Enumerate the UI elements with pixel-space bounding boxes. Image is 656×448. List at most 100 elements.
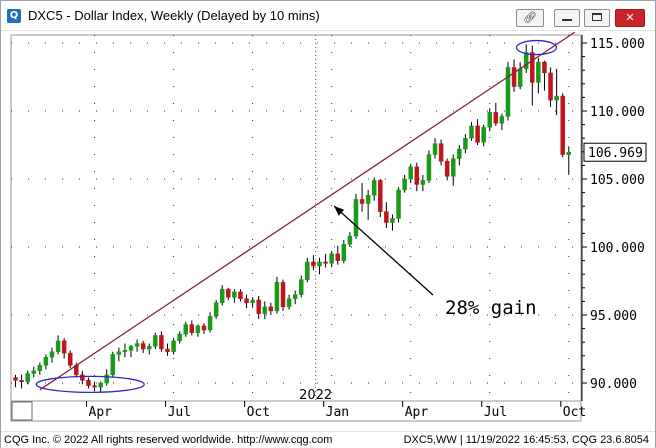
price-chart[interactable]: 115.000 110.000 105.000 100.000 95.000 90.000… <box>1 1 655 431</box>
copyright-text: CQG Inc. © 2022 All rights reserved worl… <box>4 434 333 446</box>
candle-body <box>378 180 383 212</box>
x-tick-label: Apr <box>405 405 429 420</box>
y-tick-label: 90.000 <box>590 377 637 392</box>
candle-body <box>67 352 73 366</box>
candle-body <box>469 125 474 139</box>
candle-body <box>122 350 128 352</box>
candle-body <box>13 377 18 381</box>
candle-body <box>517 68 523 87</box>
candle-body <box>201 325 207 331</box>
candle-body <box>183 324 188 335</box>
candle-body <box>317 261 322 267</box>
candle-body <box>86 380 91 386</box>
x-axis-corner-box <box>11 401 33 421</box>
candle-body <box>444 161 450 177</box>
candle-body <box>402 178 407 191</box>
last-price-label: 106.969 <box>588 146 643 161</box>
ellipse-low <box>35 375 145 394</box>
candle-body <box>256 299 261 314</box>
candle-body <box>147 346 152 350</box>
maximize-button[interactable] <box>584 9 610 27</box>
candle-body <box>165 348 170 352</box>
candle-body <box>280 282 286 308</box>
candle-body <box>463 137 468 150</box>
minimize-button[interactable] <box>554 9 580 27</box>
maximize-icon <box>592 13 602 21</box>
year-label: 2022 <box>299 388 332 403</box>
x-tick-label: Jul <box>168 405 191 420</box>
candle-body <box>43 356 49 366</box>
candle-body <box>262 306 268 314</box>
candle-body <box>128 346 134 351</box>
candle-body <box>153 335 158 347</box>
candle-body <box>274 282 280 312</box>
last-price-box <box>583 142 647 162</box>
candle-body <box>511 67 517 87</box>
ellipse-high <box>515 39 558 56</box>
x-tick-label: Oct <box>247 405 270 420</box>
candle-body <box>438 143 444 162</box>
candle-body <box>505 67 511 117</box>
candle-body <box>451 158 456 177</box>
candle-body <box>432 143 438 155</box>
symbol-timestamp: DXC5,WW | 11/19/2022 16:45:53, CQG 23.6.… <box>403 434 649 446</box>
candle-body <box>420 180 426 185</box>
candle-body <box>359 199 365 204</box>
x-tick-label: Jan <box>326 405 349 420</box>
candle-body <box>390 218 395 223</box>
candle-body <box>195 325 201 333</box>
candle-body <box>457 148 462 159</box>
y-tick-label: 95.000 <box>590 309 637 324</box>
close-button[interactable]: ✕ <box>615 9 645 27</box>
candle-body <box>475 125 480 143</box>
candle-body <box>499 116 505 124</box>
window-title: DXC5 - Dollar Index, Weekly (Delayed by … <box>28 8 320 23</box>
candle-body <box>171 340 176 352</box>
y-tick-label: 100.000 <box>590 241 645 256</box>
candle-body <box>207 316 213 331</box>
candle-body <box>37 365 43 372</box>
candle-body <box>396 189 401 219</box>
candle-body <box>80 374 85 381</box>
candle-body <box>536 61 541 83</box>
title-bar[interactable]: Q DXC5 - Dollar Index, Weekly (Delayed b… <box>1 1 655 31</box>
candle-body <box>426 154 432 181</box>
candle-body <box>408 166 413 180</box>
x-tick-label: Oct <box>563 405 586 420</box>
candle-body <box>268 306 274 312</box>
candle-body <box>19 380 24 382</box>
close-icon: ✕ <box>625 11 635 24</box>
candle-body <box>226 288 231 298</box>
link-button[interactable]: 🔗︎ <box>516 9 544 27</box>
candle-body <box>487 112 492 128</box>
y-tick-label: 110.000 <box>590 105 645 120</box>
candle-body <box>177 333 182 342</box>
candle-body <box>305 261 310 280</box>
candle-body <box>323 261 328 264</box>
candle-body <box>140 343 146 350</box>
trend-line <box>39 31 576 391</box>
candle-body <box>560 95 565 155</box>
candle-body <box>347 235 353 245</box>
link-icon: 🔗︎ <box>523 11 537 24</box>
status-bar: CQG Inc. © 2022 All rights reserved worl… <box>1 431 655 448</box>
x-tick-label: Jul <box>484 405 507 420</box>
candle-body <box>341 244 347 261</box>
app-icon: Q <box>7 9 21 23</box>
candle-body <box>292 294 298 299</box>
candle-body <box>542 61 547 74</box>
candle-body <box>311 261 316 267</box>
y-tick-label: 105.000 <box>590 173 645 188</box>
candle-body <box>250 299 255 304</box>
candle-body <box>566 151 572 155</box>
annotation-arrow <box>333 205 434 296</box>
candle-body <box>335 253 340 261</box>
x-tick-label: Apr <box>89 405 113 420</box>
candle-body <box>159 335 164 350</box>
candle-body <box>98 382 103 388</box>
candle-body <box>365 195 371 204</box>
candle-body <box>238 291 243 299</box>
candle-body <box>213 302 219 317</box>
candle-body <box>414 166 420 185</box>
x-axis-area <box>10 400 582 422</box>
